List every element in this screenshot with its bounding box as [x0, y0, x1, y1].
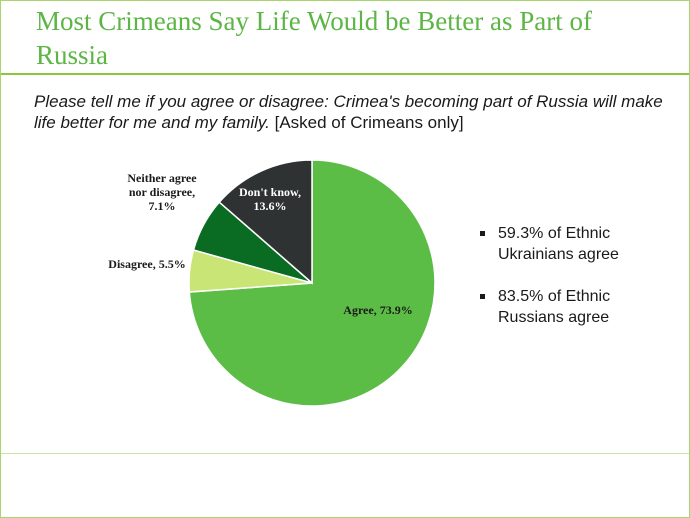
finding-text: 83.5% of Ethnic Russians agree: [498, 288, 611, 326]
footer-divider: [1, 453, 689, 454]
finding-text: 59.3% of Ethnic Ukrainians agree: [498, 225, 619, 263]
finding-item: 83.5% of Ethnic Russians agree: [480, 286, 680, 328]
pie-slice-don-t-know: [218, 159, 313, 285]
slice-label: Agree, 73.9%: [343, 303, 412, 317]
bullet-square-icon: [480, 231, 485, 236]
bullet-square-icon: [480, 294, 485, 299]
key-findings-list: 59.3% of Ethnic Ukrainians agree 83.5% o…: [480, 223, 680, 349]
slice-label: Neither agree nor disagree, 7.1%: [127, 171, 197, 213]
survey-question: Please tell me if you agree or disagree:…: [34, 92, 663, 132]
title-divider: [1, 73, 689, 75]
slice-label: Don't know, 13.6%: [239, 185, 301, 213]
pie-slices: [188, 159, 436, 407]
pie-labels: Agree, 73.9% Disagree, 5.5% Neither agree n…: [108, 171, 412, 317]
page-title: Most Crimeans Say Life Would be Better a…: [36, 6, 592, 70]
survey-note: [Asked of Crimeans only]: [274, 113, 464, 132]
finding-item: 59.3% of Ethnic Ukrainians agree: [480, 223, 680, 265]
chart-subtitle: Please tell me if you agree or disagree:…: [34, 91, 664, 133]
slice-label: Disagree, 5.5%: [108, 257, 185, 271]
